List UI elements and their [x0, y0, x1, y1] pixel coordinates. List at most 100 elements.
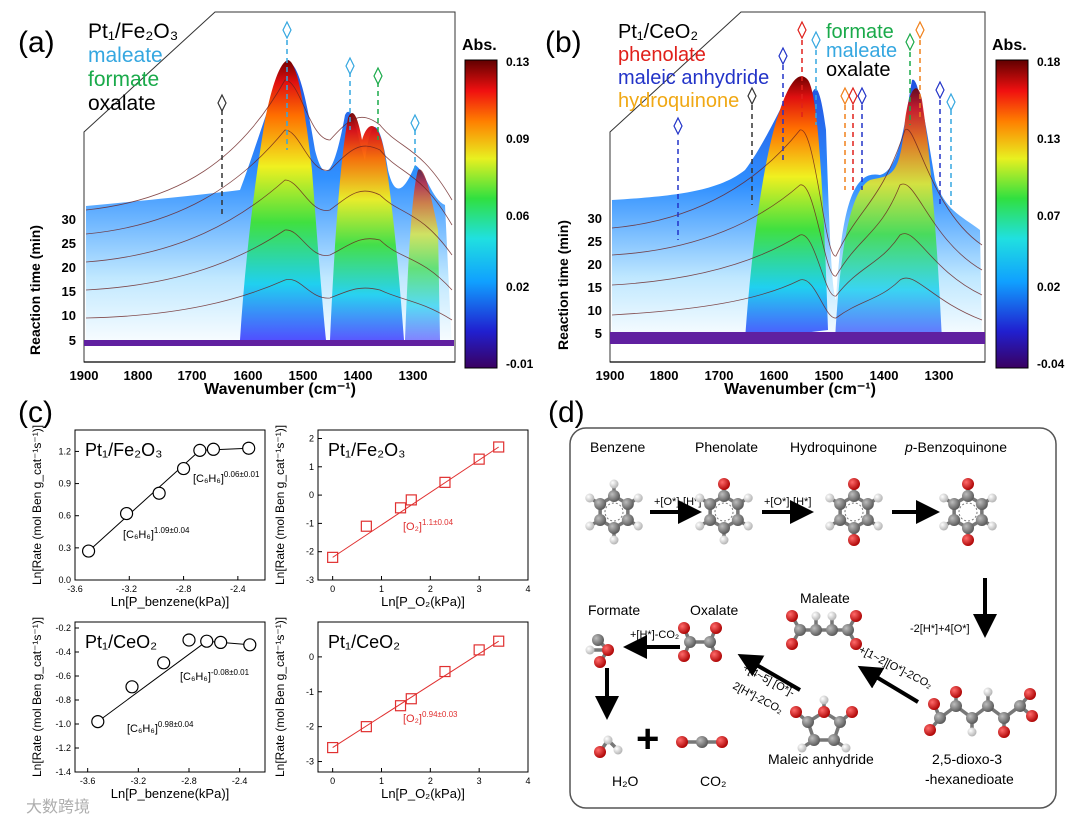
x-axis-label: Ln[P_O₂(kPa)]: [381, 594, 465, 609]
y-tick-label: -1: [306, 687, 314, 697]
atom-O: [950, 686, 962, 698]
atom-O: [678, 650, 690, 662]
plot-frame: [74, 621, 266, 773]
panel-d-box: [569, 427, 1057, 809]
atom-O: [678, 622, 690, 634]
svg-text:0.02: 0.02: [1037, 280, 1061, 294]
data-point: [405, 693, 417, 705]
x-tick-label: -2.8: [181, 776, 197, 786]
svg-text:1300: 1300: [399, 368, 428, 383]
svg-text:5: 5: [595, 326, 602, 341]
atom-O: [962, 478, 974, 490]
y-tick-label: -0.2: [55, 623, 71, 633]
atom-C: [621, 514, 634, 526]
atom-C: [731, 498, 744, 510]
data-point: [157, 656, 171, 670]
panel-b-colorbar: [995, 59, 1029, 369]
svg-text:25: 25: [588, 234, 602, 249]
panel-c-letter: (c): [18, 396, 53, 429]
atom-O: [818, 706, 830, 718]
atom-O: [790, 706, 802, 718]
x-tick-label: 1: [379, 776, 384, 786]
atom-C: [718, 522, 730, 534]
svg-text:1800: 1800: [124, 368, 153, 383]
atom-H: [585, 645, 595, 655]
legend-catalyst-b: Pt₁/CeO₂: [618, 21, 698, 43]
atom-C: [802, 716, 814, 728]
svg-text:15: 15: [62, 284, 76, 299]
atom-H: [719, 535, 729, 545]
panel-a-xticks: 1900 1800 1700 1600 1500 1400 1300: [70, 368, 428, 383]
legend-oxalate: oxalate: [88, 92, 156, 115]
svg-text:-0.01: -0.01: [506, 357, 534, 371]
atom-C: [794, 624, 806, 636]
label-phenolate: Phenolate: [695, 439, 758, 455]
atom-C: [594, 498, 607, 510]
data-point: [193, 443, 207, 457]
panel-b-peak-1360: [835, 88, 942, 340]
data-point: [242, 441, 256, 455]
atom-O: [962, 534, 974, 546]
x-tick-label: -3.6: [80, 776, 96, 786]
x-tick-label: -2.8: [176, 584, 192, 594]
rate-order-annotation: [C₆H₆]-0.08±0.01: [180, 668, 250, 683]
atom-C: [948, 498, 961, 510]
x-tick-label: 3: [477, 584, 482, 594]
panel-a-peak-1400: [330, 113, 404, 340]
panel-a-contours: [85, 79, 453, 321]
x-axis-label: Ln[P_benzene(kPa)]: [111, 786, 230, 801]
y-tick-label: 2: [309, 433, 314, 443]
panel-d-molecules: [585, 478, 1038, 758]
aromatic-ring: [714, 502, 734, 522]
arrow-label-3: -2[H*]+4[O*]: [910, 623, 970, 635]
legend-formate: formate: [88, 68, 159, 91]
y-tick-label: -0.4: [55, 647, 71, 657]
atom-H: [939, 521, 949, 531]
atom-O: [602, 644, 614, 656]
atom-C: [975, 498, 988, 510]
svg-text:0.13: 0.13: [506, 55, 530, 69]
y-tick-label: -0.8: [55, 695, 71, 705]
data-point: [405, 494, 417, 506]
data-point: [473, 453, 485, 465]
atom-H: [987, 521, 997, 531]
data-point: [243, 638, 257, 652]
rate-order-annotation: [C₆H₆]1.09±0.04: [123, 526, 190, 541]
y-axis-label: Ln[Rate (mol Ben g_cat⁻¹s⁻¹)]: [30, 425, 44, 585]
svg-text:0.13: 0.13: [1037, 132, 1061, 146]
atom-C: [828, 734, 840, 746]
svg-text:1600: 1600: [760, 368, 789, 383]
atom-C: [982, 700, 994, 712]
panel-b-peak-1560: [745, 76, 828, 340]
svg-text:25: 25: [62, 236, 76, 251]
atom-H: [939, 493, 949, 503]
panel-a-diamonds: [217, 20, 420, 133]
x-tick-label: 2: [428, 776, 433, 786]
atom-C: [808, 734, 820, 746]
data-point: [360, 721, 372, 733]
atom-H: [743, 493, 753, 503]
atom-H: [613, 745, 623, 755]
aromatic-ring: [844, 502, 864, 522]
plot-frame: [317, 429, 529, 581]
atom-H: [609, 535, 619, 545]
atom-C: [608, 522, 620, 534]
panel-a-peak-1540: [240, 60, 326, 340]
scatter-plot-4: 0 1 2 3 4 -3 -2 -1 0 Ln[P_O₂(kPa)] Ln[Rate (mol Be…: [273, 617, 531, 801]
atom-H: [983, 687, 993, 697]
panel-a-colorbar: [464, 59, 498, 369]
atom-O: [998, 726, 1010, 738]
y-axis-label: Ln[Rate (mol Ben g_cat⁻¹s⁻¹)]: [273, 425, 287, 585]
rate-order-annotation: [O₂]0.94±0.03: [403, 710, 458, 725]
atom-H: [585, 521, 595, 531]
atom-H: [967, 727, 977, 737]
panel-b-markers: [677, 40, 952, 240]
label-dioxo-2: -hexanedioate: [925, 771, 1014, 787]
legend-maleate-b: maleate: [826, 40, 897, 62]
x-tick-label: 0: [330, 584, 335, 594]
y-tick-label: 0.9: [58, 479, 71, 489]
data-point: [493, 441, 505, 453]
atom-O: [850, 610, 862, 622]
panel-b-xlabel: Wavenumber (cm⁻¹): [724, 381, 876, 398]
panel-a-colorbar-title: Abs.: [462, 37, 497, 54]
